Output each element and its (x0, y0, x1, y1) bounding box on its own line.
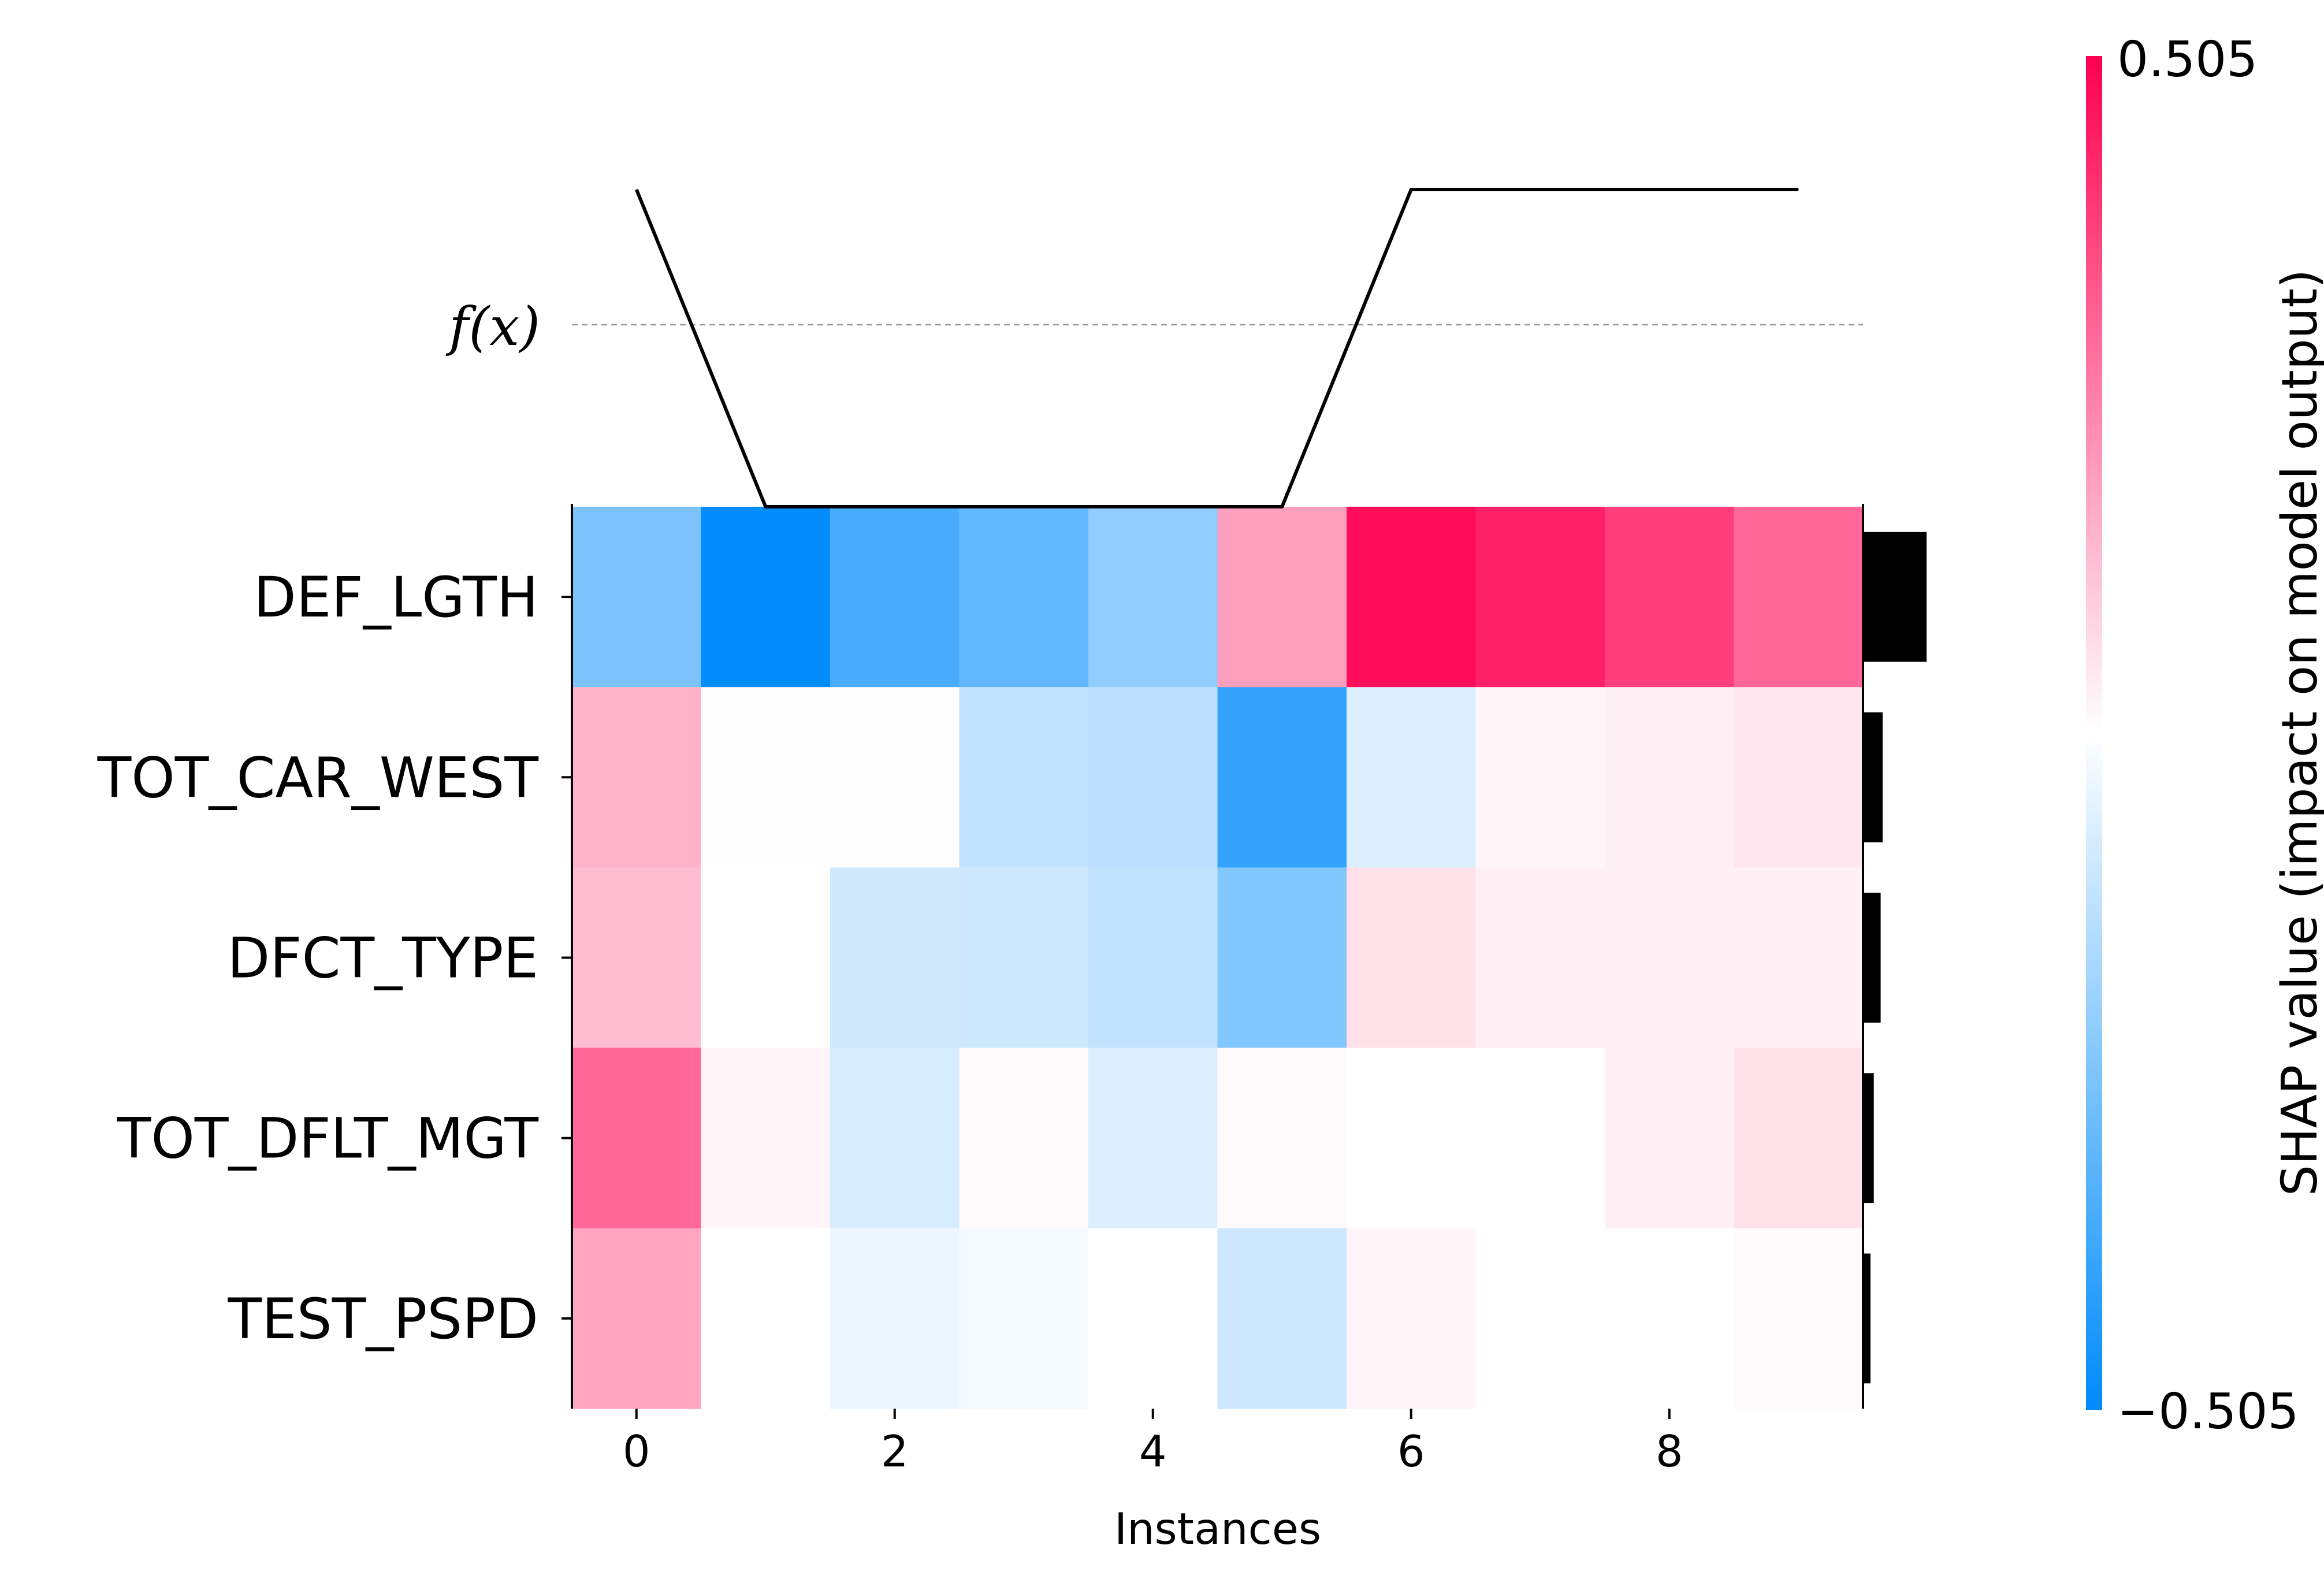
x-axis-label: Instances (1114, 1503, 1321, 1554)
heatmap-cell (1217, 507, 1347, 688)
y-tick-label: TOT_CAR_WEST (97, 745, 539, 810)
heatmap-cell (1605, 507, 1735, 688)
heatmap-cell (830, 1228, 960, 1409)
y-tick-label: DEF_LGTH (254, 565, 538, 630)
heatmap-cell (701, 507, 831, 688)
heatmap-cell (959, 1228, 1089, 1409)
y-tick-label: TOT_DFLT_MGT (117, 1106, 539, 1171)
importance-bar (1863, 712, 1883, 842)
x-tick-label: 8 (1656, 1426, 1683, 1477)
heatmap-cell (959, 1048, 1089, 1229)
heatmap-cell (1088, 507, 1218, 688)
heatmap-cell (830, 867, 960, 1049)
x-tick-label: 0 (623, 1426, 650, 1477)
heatmap-cell (830, 507, 960, 688)
importance-bars (1863, 532, 1927, 1384)
heatmap-cell (1475, 867, 1605, 1049)
heatmap-cell (701, 1048, 831, 1229)
x-tick-label: 4 (1139, 1426, 1167, 1477)
heatmap-cell (1605, 867, 1735, 1049)
heatmap-cell (1217, 687, 1347, 868)
y-tick-label: DFCT_TYPE (227, 926, 538, 991)
heatmap-cell (1475, 1228, 1605, 1409)
heatmap-cell (572, 867, 702, 1049)
importance-bar (1863, 1073, 1874, 1204)
heatmap-cell (830, 1048, 960, 1229)
heatmap-cell (1217, 867, 1347, 1049)
heatmap-cell (959, 687, 1089, 868)
heatmap-cell (1475, 1048, 1605, 1229)
x-tick-label: 6 (1397, 1426, 1425, 1477)
heatmap-cell (701, 867, 831, 1049)
heatmap-cell (1734, 1048, 1864, 1229)
heatmap-cell (830, 687, 960, 868)
importance-bar (1863, 1253, 1871, 1384)
heatmap-cell (701, 1228, 831, 1409)
heatmap-cell (572, 507, 702, 688)
heatmap-cell (572, 1048, 702, 1229)
heatmap-cell (1605, 687, 1735, 868)
fx-label: f(x) (445, 296, 540, 358)
y-tick-label: TEST_PSPD (227, 1287, 538, 1351)
heatmap-cell (959, 507, 1089, 688)
heatmap-cell (1347, 687, 1477, 868)
heatmap-cells (572, 507, 1864, 1409)
colorbar (2086, 56, 2102, 1410)
heatmap-cell (1605, 1228, 1735, 1409)
heatmap-cell (1734, 867, 1864, 1049)
heatmap-cell (1347, 507, 1477, 688)
heatmap-cell (1605, 1048, 1735, 1229)
x-tick-label: 2 (881, 1426, 909, 1477)
heatmap-cell (1088, 1228, 1218, 1409)
y-axis: DEF_LGTH TOT_CAR_WEST DFCT_TYPE TOT_DFLT_MG… (97, 565, 572, 1351)
heatmap-cell (1088, 687, 1218, 868)
heatmap-cell (1217, 1228, 1347, 1409)
heatmap-cell (572, 1228, 702, 1409)
heatmap-cell (959, 867, 1089, 1049)
heatmap-cell (1347, 867, 1477, 1049)
colorbar-label: SHAP value (impact on model output) (2271, 269, 2324, 1196)
heatmap-cell (1734, 687, 1864, 868)
importance-bar (1863, 893, 1881, 1023)
heatmap-cell (1475, 507, 1605, 688)
heatmap-cell (701, 687, 831, 868)
heatmap-cell (1475, 687, 1605, 868)
colorbar-max-label: 0.505 (2117, 31, 2258, 88)
colorbar-min-label: −0.505 (2117, 1383, 2299, 1440)
heatmap-cell (1088, 1048, 1218, 1229)
heatmap-cell (1347, 1048, 1477, 1229)
heatmap-cell (1734, 1228, 1864, 1409)
heatmap-cell (1347, 1228, 1477, 1409)
heatmap-cell (1088, 867, 1218, 1049)
heatmap-cell (572, 687, 702, 868)
x-axis: 0 2 4 6 8 (623, 1409, 1683, 1477)
fx-line (635, 188, 1799, 508)
heatmap-cell (1217, 1048, 1347, 1229)
heatmap-cell (1734, 507, 1864, 688)
importance-bar (1863, 532, 1927, 662)
